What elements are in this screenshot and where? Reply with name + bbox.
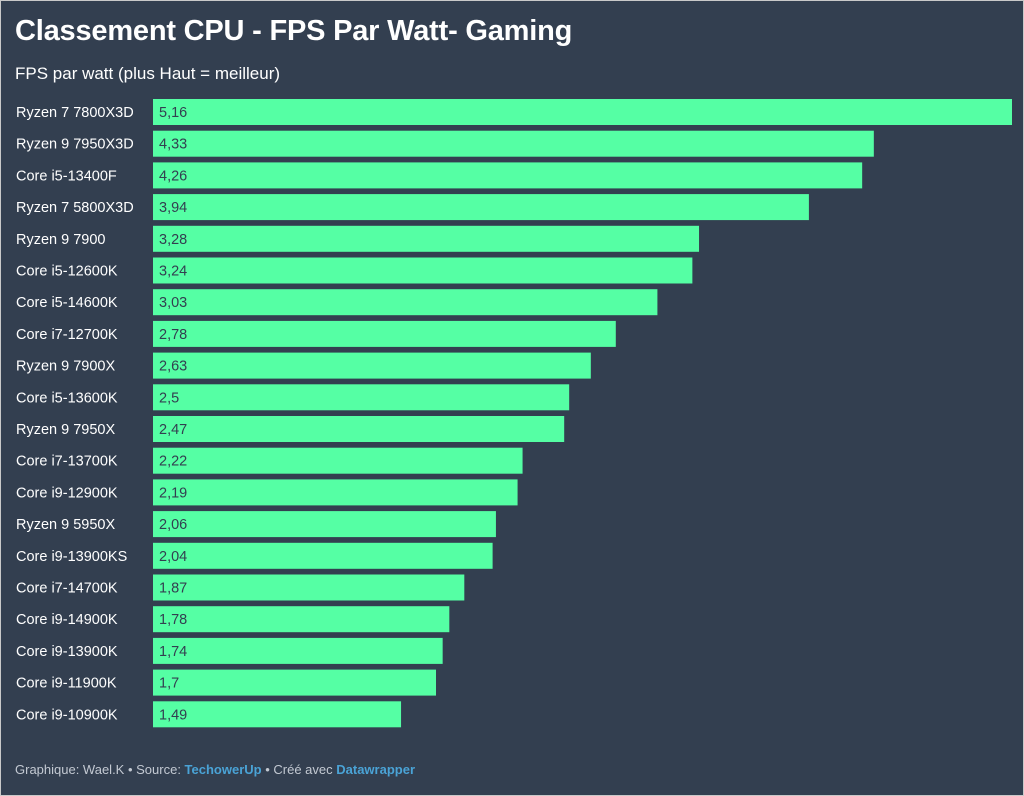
- category-label: Ryzen 9 7900X: [16, 359, 115, 375]
- bar: [153, 574, 465, 601]
- category-label: Core i7-12700K: [16, 327, 118, 343]
- value-label: 1,74: [159, 644, 187, 660]
- bar: [153, 320, 616, 347]
- bar: [153, 162, 863, 189]
- bar: [153, 130, 874, 157]
- category-label: Core i9-11900K: [16, 676, 117, 692]
- value-label: 5,16: [159, 105, 187, 121]
- bar: [153, 637, 443, 664]
- bar-chart: Ryzen 7 7800X3D 5,16 Ryzen 9 7950X3D 4,33 Co…: [16, 99, 1012, 728]
- value-label: 1,49: [159, 707, 187, 723]
- datawrapper-link[interactable]: Datawrapper: [336, 762, 415, 777]
- value-label: 2,06: [159, 517, 187, 533]
- value-label: 3,28: [159, 232, 187, 248]
- bar: [153, 606, 450, 633]
- category-label: Ryzen 7 7800X3D: [16, 105, 134, 121]
- value-label: 2,19: [159, 485, 187, 501]
- value-label: 4,26: [159, 168, 187, 184]
- value-label: 2,22: [159, 454, 187, 470]
- footer-credit: Graphique: Wael.K • Source:: [15, 762, 185, 777]
- category-label: Ryzen 7 5800X3D: [16, 200, 134, 216]
- value-label: 2,47: [159, 422, 187, 438]
- value-label: 3,24: [159, 264, 187, 280]
- bar: [153, 701, 402, 728]
- value-label: 2,63: [159, 359, 187, 375]
- bar: [153, 384, 570, 411]
- bar: [153, 447, 523, 474]
- category-label: Core i9-13900KS: [16, 549, 127, 565]
- value-label: 1,78: [159, 612, 187, 628]
- category-label: Core i9-10900K: [16, 707, 118, 723]
- chart-footer: Graphique: Wael.K • Source: TechowerUp •…: [15, 762, 415, 777]
- bar: [153, 289, 658, 316]
- category-label: Core i7-14700K: [16, 581, 118, 597]
- category-label: Core i5-14600K: [16, 295, 118, 311]
- chart-title: Classement CPU - FPS Par Watt- Gaming: [15, 15, 573, 47]
- category-label: Core i5-13600K: [16, 390, 118, 406]
- bar: [153, 669, 437, 696]
- category-label: Core i5-13400F: [16, 168, 117, 184]
- chart-subtitle: FPS par watt (plus Haut = meilleur): [15, 64, 281, 83]
- value-label: 2,78: [159, 327, 187, 343]
- footer-created-with: • Créé avec: [261, 762, 337, 777]
- category-label: Core i9-13900K: [16, 644, 118, 660]
- bar: [153, 225, 700, 252]
- value-label: 1,7: [159, 676, 179, 692]
- category-label: Ryzen 9 7900: [16, 232, 105, 248]
- category-label: Ryzen 9 7950X3D: [16, 137, 134, 153]
- bar: [153, 511, 496, 538]
- category-label: Core i5-12600K: [16, 264, 118, 280]
- bar: [153, 194, 809, 221]
- value-label: 1,87: [159, 581, 187, 597]
- value-label: 2,5: [159, 390, 179, 406]
- value-label: 3,94: [159, 200, 187, 216]
- bar: [153, 479, 518, 506]
- bar: [153, 542, 493, 569]
- category-label: Core i7-13700K: [16, 454, 118, 470]
- category-label: Ryzen 9 5950X: [16, 517, 115, 533]
- bar: [153, 416, 565, 442]
- category-label: Ryzen 9 7950X: [16, 422, 115, 438]
- value-label: 2,04: [159, 549, 187, 565]
- value-label: 4,33: [159, 137, 187, 153]
- bar: [153, 99, 1012, 125]
- source-link[interactable]: TechowerUp: [184, 762, 262, 777]
- category-label: Core i9-14900K: [16, 612, 118, 628]
- bar: [153, 352, 591, 379]
- category-label: Core i9-12900K: [16, 485, 118, 501]
- bar: [153, 257, 693, 284]
- value-label: 3,03: [159, 295, 187, 311]
